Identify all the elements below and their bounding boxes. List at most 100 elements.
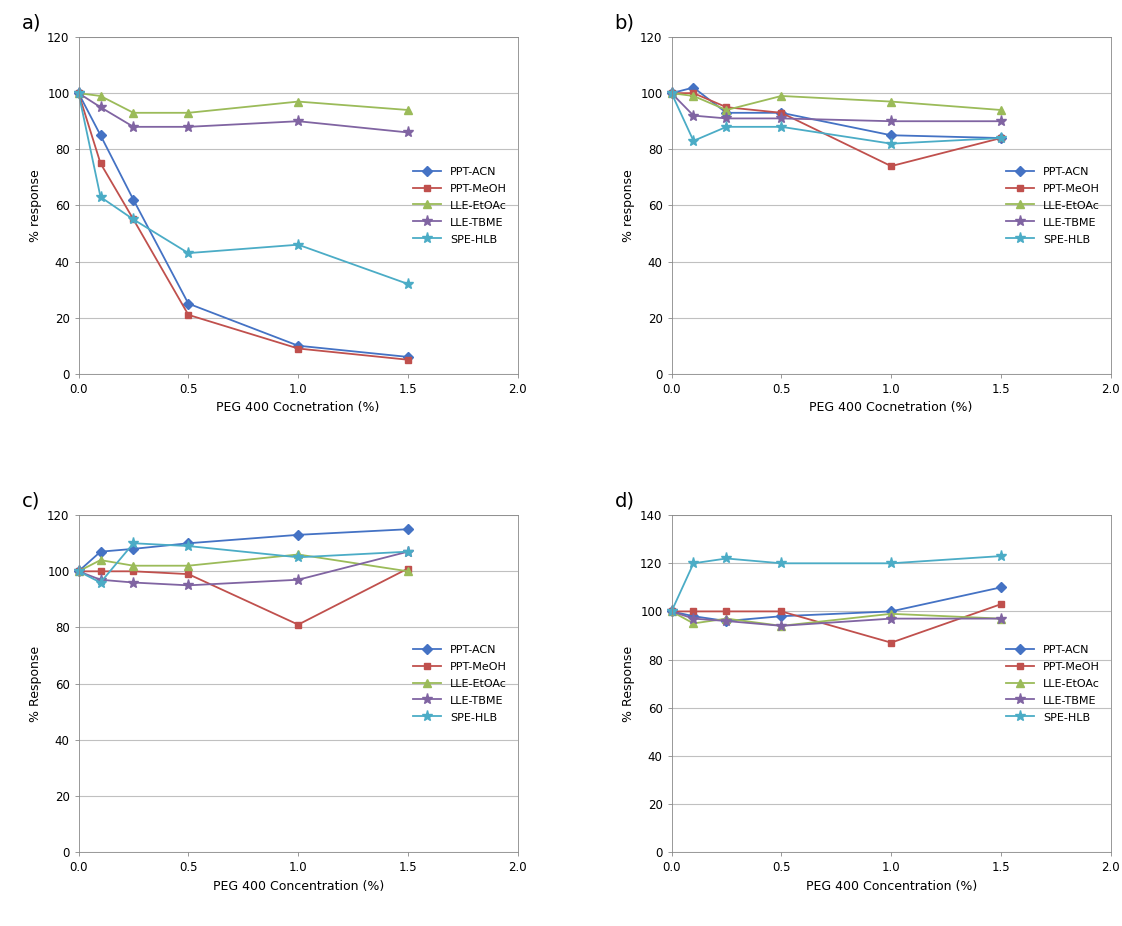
PPT-ACN	[719, 616, 733, 627]
SPE-HLB	[719, 553, 733, 564]
LLE-TBME	[994, 116, 1008, 127]
LLE-TBME	[182, 121, 195, 132]
Legend: PPT-ACN, PPT-MeOH, LLE-EtOAc, LLE-TBME, SPE-HLB: PPT-ACN, PPT-MeOH, LLE-EtOAc, LLE-TBME, …	[407, 639, 513, 728]
PPT-MeOH	[72, 88, 85, 99]
PPT-MeOH	[402, 563, 415, 574]
PPT-ACN	[665, 606, 679, 617]
Text: b): b)	[615, 14, 634, 32]
SPE-HLB	[774, 121, 788, 132]
Line: SPE-HLB: SPE-HLB	[73, 538, 414, 588]
PPT-MeOH	[774, 107, 788, 119]
LLE-TBME	[402, 127, 415, 138]
PPT-MeOH	[292, 619, 305, 631]
Line: LLE-TBME: LLE-TBME	[73, 88, 414, 138]
Legend: PPT-ACN, PPT-MeOH, LLE-EtOAc, LLE-TBME, SPE-HLB: PPT-ACN, PPT-MeOH, LLE-EtOAc, LLE-TBME, …	[1001, 161, 1105, 250]
Line: SPE-HLB: SPE-HLB	[666, 88, 1006, 149]
Y-axis label: % Response: % Response	[28, 645, 42, 721]
SPE-HLB	[94, 577, 108, 588]
Line: PPT-MeOH: PPT-MeOH	[75, 90, 412, 363]
SPE-HLB	[292, 239, 305, 250]
PPT-ACN	[774, 610, 788, 621]
Line: PPT-ACN: PPT-ACN	[75, 526, 412, 575]
PPT-MeOH	[994, 598, 1008, 609]
Line: LLE-EtOAc: LLE-EtOAc	[668, 607, 1005, 630]
SPE-HLB	[687, 557, 700, 569]
LLE-EtOAc	[719, 613, 733, 624]
SPE-HLB	[665, 606, 679, 617]
PPT-MeOH	[127, 566, 140, 577]
LLE-EtOAc	[127, 560, 140, 571]
Legend: PPT-ACN, PPT-MeOH, LLE-EtOAc, LLE-TBME, SPE-HLB: PPT-ACN, PPT-MeOH, LLE-EtOAc, LLE-TBME, …	[407, 161, 513, 250]
Y-axis label: % response: % response	[622, 169, 635, 242]
Line: PPT-MeOH: PPT-MeOH	[668, 90, 1004, 169]
SPE-HLB	[72, 566, 85, 577]
SPE-HLB	[182, 541, 195, 552]
LLE-TBME	[94, 574, 108, 585]
LLE-EtOAc	[182, 107, 195, 119]
SPE-HLB	[665, 88, 679, 99]
LLE-TBME	[182, 580, 195, 591]
SPE-HLB	[72, 88, 85, 99]
LLE-TBME	[884, 116, 898, 127]
Line: LLE-EtOAc: LLE-EtOAc	[74, 89, 412, 117]
LLE-EtOAc	[687, 618, 700, 629]
LLE-EtOAc	[72, 566, 85, 577]
PPT-ACN	[402, 351, 415, 362]
SPE-HLB	[884, 138, 898, 149]
LLE-TBME	[94, 102, 108, 113]
PPT-ACN	[665, 88, 679, 99]
Line: LLE-TBME: LLE-TBME	[666, 606, 1006, 632]
PPT-ACN	[687, 82, 700, 94]
LLE-TBME	[719, 113, 733, 124]
PPT-ACN	[884, 606, 898, 617]
LLE-TBME	[402, 546, 415, 557]
Text: a): a)	[21, 14, 40, 32]
Y-axis label: % Response: % Response	[622, 645, 635, 721]
LLE-EtOAc	[72, 88, 85, 99]
PPT-MeOH	[687, 88, 700, 99]
PPT-MeOH	[687, 606, 700, 617]
PPT-ACN	[127, 194, 140, 206]
SPE-HLB	[884, 557, 898, 569]
PPT-MeOH	[292, 343, 305, 354]
LLE-TBME	[994, 613, 1008, 624]
PPT-ACN	[72, 88, 85, 99]
Line: SPE-HLB: SPE-HLB	[666, 551, 1006, 617]
LLE-EtOAc	[402, 105, 415, 116]
LLE-EtOAc	[665, 88, 679, 99]
LLE-EtOAc	[127, 107, 140, 119]
PPT-MeOH	[127, 214, 140, 225]
Line: PPT-ACN: PPT-ACN	[668, 584, 1004, 624]
PPT-ACN	[72, 566, 85, 577]
Y-axis label: % response: % response	[28, 169, 42, 242]
SPE-HLB	[994, 132, 1008, 144]
PPT-MeOH	[884, 160, 898, 171]
LLE-TBME	[774, 620, 788, 632]
PPT-MeOH	[402, 354, 415, 365]
Line: SPE-HLB: SPE-HLB	[73, 88, 414, 290]
PPT-ACN	[182, 298, 195, 309]
LLE-TBME	[719, 616, 733, 627]
PPT-ACN	[182, 538, 195, 549]
PPT-ACN	[402, 524, 415, 535]
LLE-EtOAc	[687, 91, 700, 102]
LLE-EtOAc	[774, 91, 788, 102]
Line: PPT-MeOH: PPT-MeOH	[75, 565, 412, 628]
SPE-HLB	[719, 121, 733, 132]
PPT-ACN	[127, 544, 140, 555]
LLE-TBME	[687, 613, 700, 624]
Line: LLE-EtOAc: LLE-EtOAc	[74, 550, 412, 575]
Line: LLE-EtOAc: LLE-EtOAc	[668, 89, 1005, 114]
LLE-EtOAc	[884, 608, 898, 619]
LLE-EtOAc	[994, 613, 1008, 624]
LLE-EtOAc	[94, 555, 108, 566]
PPT-ACN	[292, 530, 305, 541]
PPT-MeOH	[884, 637, 898, 648]
LLE-EtOAc	[94, 91, 108, 102]
LLE-TBME	[665, 606, 679, 617]
LLE-TBME	[292, 116, 305, 127]
SPE-HLB	[127, 538, 140, 549]
PPT-ACN	[994, 132, 1008, 144]
PPT-MeOH	[94, 157, 108, 169]
LLE-EtOAc	[774, 620, 788, 632]
